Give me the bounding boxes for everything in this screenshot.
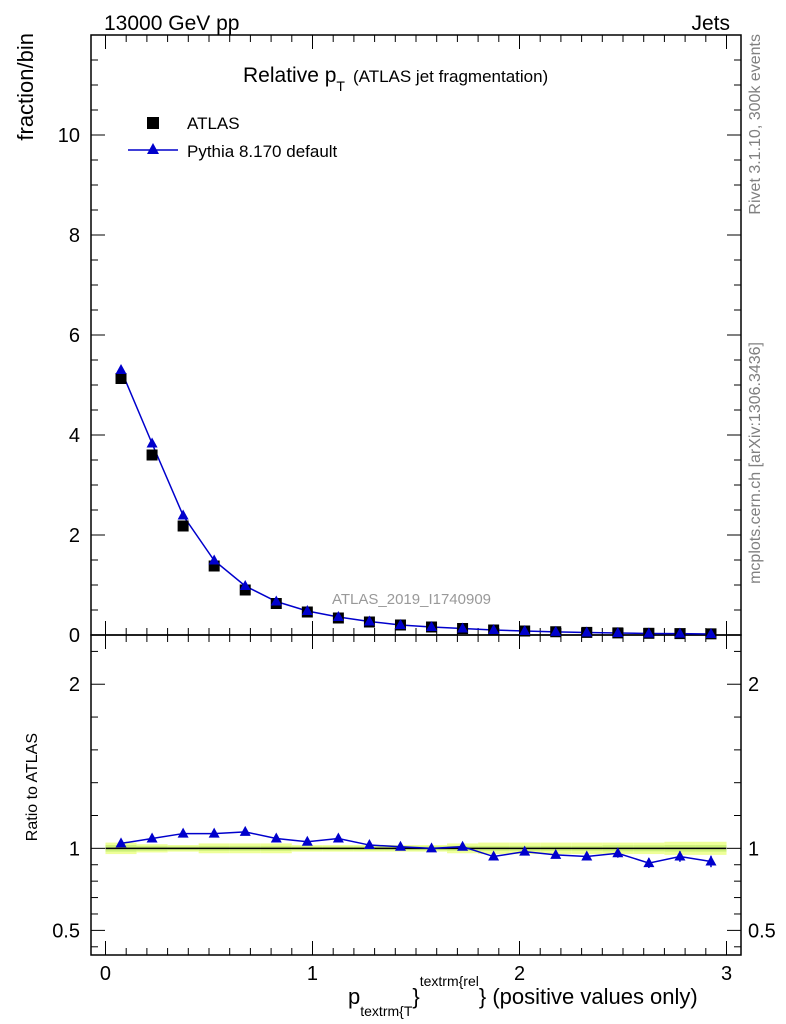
ratio-point-0 <box>115 837 127 848</box>
analysis-watermark: ATLAS_2019_I1740909 <box>332 591 491 608</box>
pythia-point-7 <box>332 611 344 621</box>
rivet-version-label: Rivet 3.1.10, 300k events <box>747 34 764 215</box>
ratio-y-axis-title: Ratio to ATLAS <box>24 733 41 841</box>
header-jets-label: Jets <box>691 12 730 35</box>
y-tick-label-10: 10 <box>58 125 80 147</box>
pythia-point-19 <box>705 627 717 638</box>
ratio-point-15 <box>581 850 593 861</box>
pythia-point-11 <box>457 622 469 633</box>
pythia-point-12 <box>488 624 500 634</box>
x-tick-label-1: 1 <box>307 963 318 985</box>
pythia-point-0 <box>115 364 127 374</box>
x-tick-label-3: 3 <box>721 963 732 985</box>
ratio-point-2 <box>177 827 189 838</box>
chart-title-subscript: T <box>336 78 345 94</box>
ratio-point-16 <box>612 847 624 858</box>
ratio-point-4 <box>239 825 251 836</box>
pythia-point-17 <box>643 627 655 638</box>
x-axis-title-p: p <box>348 984 360 1009</box>
ratio-point-8 <box>363 839 375 850</box>
atlas-point-3 <box>208 560 220 572</box>
y-tick-label-6: 6 <box>69 325 80 347</box>
ratio-line <box>120 831 712 864</box>
ratio-plot-frame <box>90 634 742 956</box>
y-tick-label-4: 4 <box>69 425 80 447</box>
pythia-point-16 <box>612 626 624 637</box>
ratio-tick-label-left-1: 1 <box>69 838 80 860</box>
header-energy-label: 13000 GeV pp <box>104 12 239 35</box>
pythia-point-15 <box>581 626 593 637</box>
pythia-point-3 <box>208 554 220 565</box>
ratio-point-1 <box>146 832 158 843</box>
ratio-point-12 <box>488 850 500 861</box>
x-tick-label-2: 2 <box>514 963 525 985</box>
ratio-tick-label-left-0.5: 0.5 <box>52 920 80 942</box>
ratio-tick-label-right-2: 2 <box>748 674 759 696</box>
ratio-point-18 <box>674 850 686 861</box>
x-axis-title-subscript: textrm{T <box>360 1003 413 1019</box>
x-axis-title-brace: } <box>412 984 419 1009</box>
atlas-point-2 <box>177 520 189 532</box>
x-axis-title-superscript: textrm{rel <box>420 973 479 989</box>
pythia-point-6 <box>301 605 313 615</box>
atlas-point-0 <box>115 373 127 384</box>
pythia-point-1 <box>146 437 158 448</box>
pythia-point-18 <box>674 627 686 638</box>
legend-label-pythia: Pythia 8.170 default <box>187 142 338 161</box>
pythia-point-2 <box>177 509 189 520</box>
y-tick-label-0: 0 <box>69 625 80 647</box>
ratio-point-9 <box>394 840 406 851</box>
y-tick-label-2: 2 <box>69 525 80 547</box>
x-tick-label-0: 0 <box>100 963 111 985</box>
chart-title: Relative pT (ATLAS jet fragmentation) <box>243 64 548 94</box>
ratio-point-6 <box>301 835 313 846</box>
pythia-point-14 <box>550 625 562 636</box>
pythia-point-10 <box>426 621 438 631</box>
ratio-point-11 <box>457 840 469 851</box>
ratio-tick-label-left-2: 2 <box>69 674 80 696</box>
legend-marker-atlas <box>147 117 159 129</box>
ratio-point-19 <box>705 855 717 866</box>
mcplots-label: mcplots.cern.ch [arXiv:1306.3436] <box>747 342 764 584</box>
pythia-point-4 <box>239 580 251 590</box>
chart-title-main: Relative p <box>243 64 336 87</box>
ratio-point-13 <box>519 845 531 856</box>
chart-title-suffix: (ATLAS jet fragmentation) <box>353 67 548 86</box>
ratio-point-3 <box>208 827 220 838</box>
pythia-point-8 <box>363 615 375 626</box>
ratio-point-5 <box>270 832 282 843</box>
ratio-point-17 <box>643 857 655 868</box>
legend-marker-pythia <box>147 143 159 154</box>
ratio-tick-label-right-0.5: 0.5 <box>748 920 776 942</box>
x-axis-title-end: } (positive values only) <box>479 984 698 1009</box>
x-axis-title: ptextrm{T}textrm{rel} (positive values o… <box>348 973 698 1019</box>
atlas-point-1 <box>146 449 158 461</box>
y-axis-title: fraction/bin <box>13 33 38 141</box>
ratio-tick-label-right-1: 1 <box>748 838 759 860</box>
ratio-point-10 <box>426 842 438 853</box>
y-tick-label-8: 8 <box>69 225 80 247</box>
ratio-point-7 <box>332 832 344 843</box>
ratio-point-14 <box>550 848 562 859</box>
pythia-point-9 <box>394 619 406 629</box>
pythia-point-13 <box>519 625 531 635</box>
pythia-point-5 <box>270 595 282 606</box>
legend-label-atlas: ATLAS <box>187 114 240 133</box>
